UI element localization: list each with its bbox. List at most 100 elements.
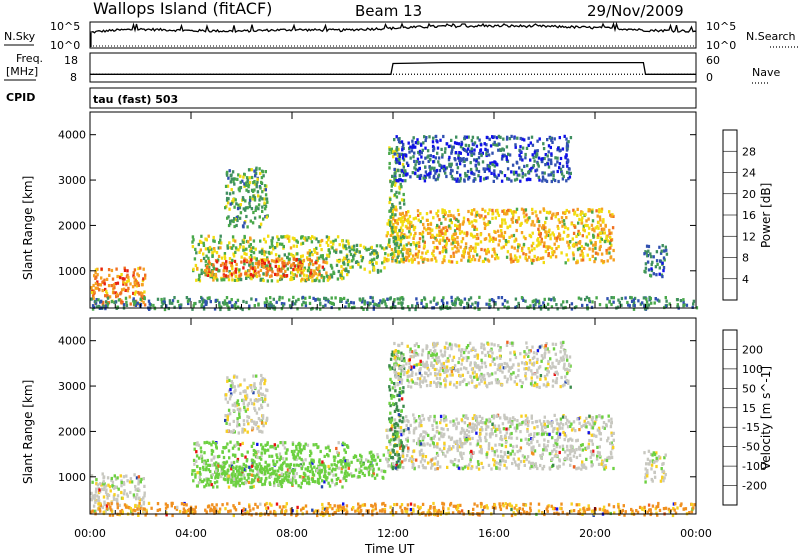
power-cell [360,300,364,304]
power-cell [250,249,253,254]
velocity-cell [590,424,593,428]
velocity-cell [252,459,255,463]
power-cell [535,244,539,248]
power-cell [414,141,418,145]
power-cell [501,209,504,213]
power-cell [107,268,111,272]
velocity-cell [340,462,343,466]
power-cell [388,146,391,150]
power-cell [432,136,435,140]
velocity-cell [571,438,574,442]
power-cell [134,301,138,305]
power-cell [496,208,499,212]
power-cell [402,173,405,177]
power-cell [267,302,270,306]
velocity-cell [331,480,334,484]
velocity-cell [224,445,228,449]
power-cell [94,286,97,290]
velocity-cell [334,468,337,472]
power-cell [536,149,539,153]
velocity-cell [210,443,213,447]
power-cell [385,257,388,261]
freq-axis-top-left: 18 [64,54,78,67]
power-cell [456,296,459,300]
power-cell [401,156,405,160]
velocity-cell [328,466,331,471]
power-cell [397,147,400,151]
velocity-cell [430,463,434,468]
power-cell [612,214,615,218]
velocity-cell [598,453,601,458]
power-cell [612,300,615,304]
power-cell [595,209,598,213]
power-cell [263,201,266,205]
power-cell [262,250,266,254]
velocity-cell [426,461,430,465]
power-cell [342,276,345,280]
power-cell [259,186,262,190]
velocity-cell [204,468,208,472]
velocity-cell [403,419,406,423]
velocity-cell [311,472,315,476]
velocity-cell [442,452,445,456]
power-cell [274,272,277,276]
power-cell [255,274,258,279]
power-cell [488,220,492,224]
power-cell [435,302,438,306]
power-cell [542,226,545,230]
power-cell [302,258,306,262]
power-cell [450,299,454,303]
power-cell [325,257,328,261]
power-cell [307,269,310,273]
power-cell [414,304,418,308]
velocity-cell [526,455,530,459]
velocity-cell [531,447,535,451]
power-cell [488,208,491,212]
velocity-cell [216,485,219,489]
power-cell [398,152,401,156]
velocity-cell [252,484,255,489]
power-cell [442,246,445,250]
power-cell [512,233,516,238]
power-cell [590,223,594,227]
power-cell [421,251,424,255]
velocity-cell [252,374,255,378]
velocity-cell [341,460,344,464]
velocity-cell [514,463,518,467]
power-cell [543,156,546,161]
power-cell [300,269,303,273]
power-cell [517,245,520,249]
power-cell [432,254,435,258]
power-cell [378,303,381,308]
power-cell [393,305,397,309]
power-cell [454,240,457,244]
power-cell [271,244,274,248]
power-cell [226,201,230,205]
velocity-cell [295,472,298,476]
power-cell [556,307,559,311]
velocity-cell [523,463,526,467]
velocity-cell [387,450,390,455]
power-cell [586,303,589,308]
velocity-cell [421,463,425,468]
power-cell [412,254,415,258]
velocity-cell [207,477,210,481]
power-cell [351,245,354,249]
power-cell [354,251,357,255]
velocity-cell [261,447,264,451]
velocity-cell [106,496,109,500]
power-cell [355,249,358,253]
velocity-cell [580,425,583,429]
velocity-cell [292,470,295,474]
power-cell [411,139,414,143]
power-cell [512,259,515,263]
power-cell [248,304,251,308]
power-cell [369,252,372,256]
power-cell [225,173,229,177]
power-cell [444,147,447,151]
power-cell [412,236,415,240]
power-cell [345,300,348,304]
velocity-cell [371,474,374,478]
power-cell [509,209,512,213]
